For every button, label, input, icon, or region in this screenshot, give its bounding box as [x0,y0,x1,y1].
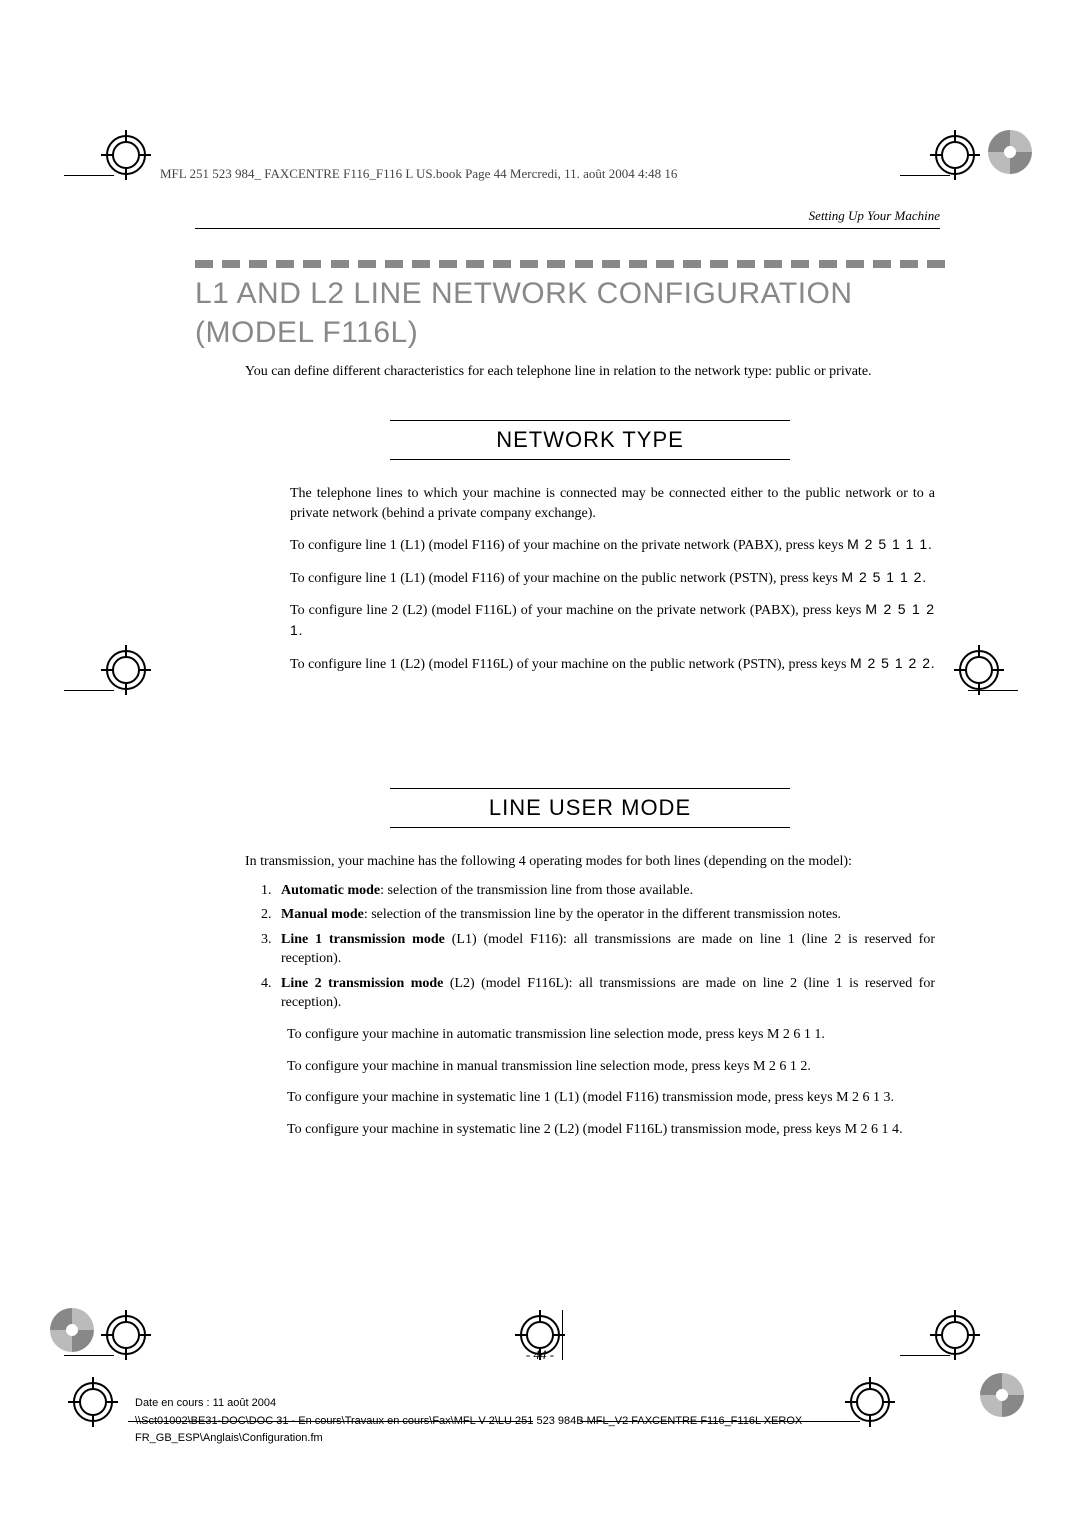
section-intro: In transmission, your machine has the fo… [245,852,935,872]
config-step: To configure your machine in systematic … [287,1088,935,1108]
list-item: Automatic mode: selection of the transmi… [275,882,935,901]
registration-mark [935,135,975,175]
footer-line: FR_GB_ESP\Anglais\Configuration.fm [135,1430,960,1448]
page-title: L1 AND L2 LINE NETWORK CONFIGURATION (MO… [195,274,940,352]
paragraph: To configure line 2 (L2) (model F116L) o… [290,600,935,641]
dashed-separator [195,260,945,270]
section-network-type: NETWORK TYPE The telephone lines to whic… [245,420,935,674]
paragraph: To configure line 1 (L1) (model F116) of… [290,535,935,556]
config-step: To configure your machine in systematic … [287,1120,935,1140]
paragraph: To configure line 1 (L2) (model F116L) o… [290,654,935,675]
config-step: To configure your machine in automatic t… [287,1025,935,1045]
registration-mark [106,650,146,690]
footer-block: Date en cours : 11 août 2004 \\Sct01002\… [135,1395,960,1448]
list-item: Line 1 transmission mode (L1) (model F11… [275,931,935,969]
footer-line: Date en cours : 11 août 2004 [135,1395,960,1413]
section-rule-bottom [390,459,790,460]
intro-paragraph: You can define different characteristics… [245,362,935,382]
reg-line [900,175,950,176]
running-head: Setting Up Your Machine [809,208,940,224]
section-heading: LINE USER MODE [245,795,935,821]
list-item: Line 2 transmission mode (L2) (model F11… [275,975,935,1013]
page-number: - 44 - [0,1347,1080,1363]
footer-line: \\Sct01002\BE31-DOC\DOC 31 - En cours\Tr… [135,1413,960,1431]
mode-list: Automatic mode: selection of the transmi… [245,882,935,1013]
reg-line [64,690,114,691]
section-body: The telephone lines to which your machin… [290,484,935,674]
config-steps: To configure your machine in automatic t… [287,1025,935,1139]
section-line-user-mode: LINE USER MODE In transmission, your mac… [245,788,935,1139]
doc-header: MFL 251 523 984_ FAXCENTRE F116_F116 L U… [160,166,677,182]
color-swatch [50,1308,94,1352]
section-rule-top [390,420,790,421]
section-heading: NETWORK TYPE [245,427,935,453]
section-rule-bottom [390,827,790,828]
config-step: To configure your machine in manual tran… [287,1057,935,1077]
reg-line [64,175,114,176]
reg-line [968,690,1018,691]
section-rule-top [390,788,790,789]
registration-mark [73,1382,113,1422]
color-swatch [980,1373,1024,1417]
list-item: Manual mode: selection of the transmissi… [275,906,935,925]
paragraph: To configure line 1 (L1) (model F116) of… [290,568,935,589]
registration-mark [959,650,999,690]
color-swatch [988,130,1032,174]
paragraph: The telephone lines to which your machin… [290,484,935,523]
registration-mark [106,135,146,175]
header-rule [195,228,940,229]
